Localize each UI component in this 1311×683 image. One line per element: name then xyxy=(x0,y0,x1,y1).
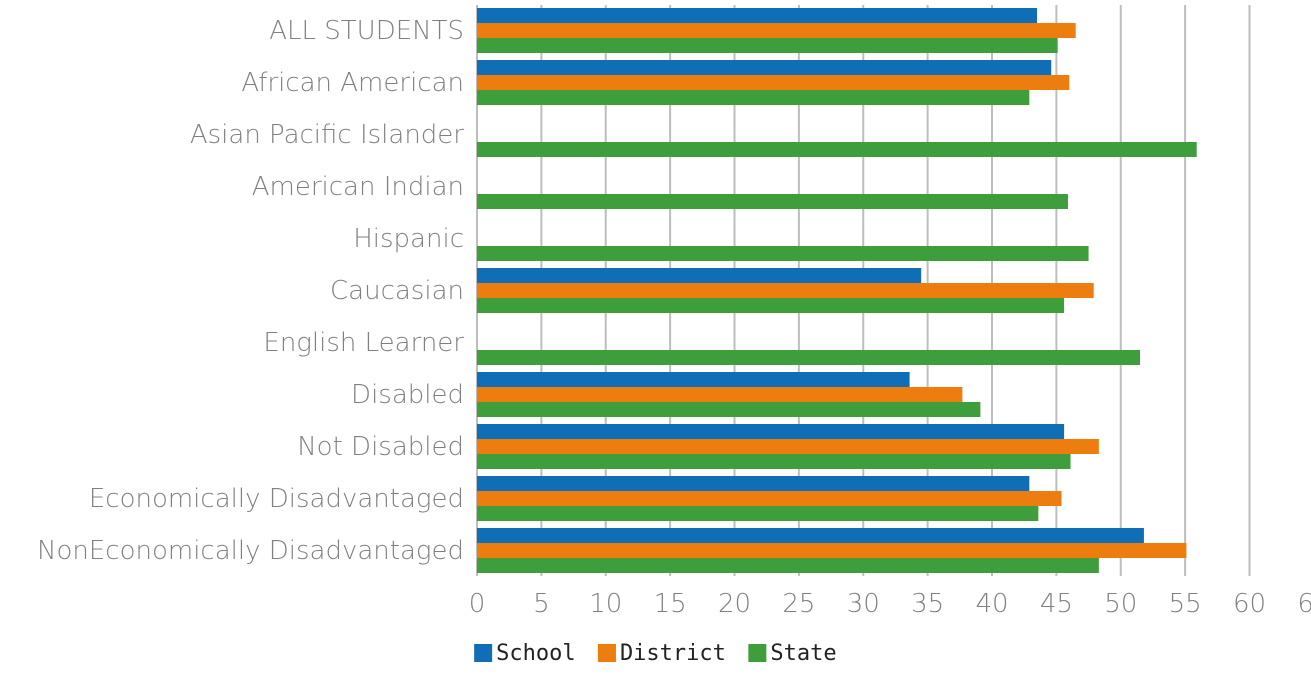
category-label-disabled: Disabled xyxy=(351,380,464,410)
bar-school-not-disabled xyxy=(477,424,1065,439)
x-tick-label-10: 10 xyxy=(589,589,622,619)
x-tick-label-55: 55 xyxy=(1169,589,1202,619)
legend: School District State xyxy=(474,641,837,666)
category-label-all-students: ALL STUDENTS xyxy=(269,16,464,46)
category-label-english-learner: English Learner xyxy=(263,328,464,358)
legend-label-state: State xyxy=(770,641,836,666)
x-tick-label-25: 25 xyxy=(782,589,815,619)
x-tick-label-65: 65 xyxy=(1297,589,1311,619)
bar-state-economically-disadvantaged xyxy=(477,506,1039,521)
x-axis-tick-labels: 051015202530354045505560657075 xyxy=(469,589,1311,619)
x-tick-label-60: 60 xyxy=(1233,589,1266,619)
bar-district-african-american xyxy=(477,75,1070,90)
bar-state-all-students xyxy=(477,38,1058,53)
x-tick-label-0: 0 xyxy=(469,589,486,619)
x-tick-label-35: 35 xyxy=(911,589,944,619)
x-tick-label-5: 5 xyxy=(533,589,550,619)
category-label-american-indian: American Indian xyxy=(252,172,464,202)
bar-state-not-disabled xyxy=(477,454,1071,469)
bar-district-not-disabled xyxy=(477,439,1099,454)
legend-swatch-school xyxy=(474,644,493,662)
category-label-noneconomically-disadvantaged: NonEconomically Disadvantaged xyxy=(37,536,464,566)
bar-school-disabled xyxy=(477,372,910,387)
category-label-asian-pacific-islander: Asian Pacific Islander xyxy=(190,120,464,150)
bar-district-economically-disadvantaged xyxy=(477,491,1062,506)
legend-label-school: School xyxy=(496,641,575,666)
bar-state-african-american xyxy=(477,90,1030,105)
bar-state-hispanic xyxy=(477,246,1089,261)
bar-school-caucasian xyxy=(477,268,922,283)
category-labels: ALL STUDENTS African American Asian Pacifi… xyxy=(37,16,464,566)
bar-school-all-students xyxy=(477,8,1038,23)
bar-district-disabled xyxy=(477,387,963,402)
bars xyxy=(477,8,1197,573)
bar-state-american-indian xyxy=(477,194,1068,209)
bar-state-asian-pacific-islander xyxy=(477,142,1197,157)
bar-school-economically-disadvantaged xyxy=(477,476,1030,491)
category-label-caucasian: Caucasian xyxy=(330,276,464,306)
bar-state-noneconomically-disadvantaged xyxy=(477,558,1099,573)
bar-district-caucasian xyxy=(477,283,1094,298)
legend-swatch-district xyxy=(597,644,616,662)
x-tick-label-45: 45 xyxy=(1040,589,1073,619)
bar-state-english-learner xyxy=(477,350,1141,365)
x-tick-label-50: 50 xyxy=(1104,589,1137,619)
legend-label-district: District xyxy=(620,641,726,666)
bar-district-all-students xyxy=(477,23,1076,38)
bar-state-disabled xyxy=(477,402,981,417)
category-label-hispanic: Hispanic xyxy=(353,224,464,254)
category-label-economically-disadvantaged: Economically Disadvantaged xyxy=(89,484,464,514)
bar-district-noneconomically-disadvantaged xyxy=(477,543,1187,558)
bar-state-caucasian xyxy=(477,298,1065,313)
bar-school-african-american xyxy=(477,60,1052,75)
x-tick-label-30: 30 xyxy=(847,589,880,619)
x-tick-label-20: 20 xyxy=(718,589,751,619)
bar-school-noneconomically-disadvantaged xyxy=(477,528,1144,543)
category-label-not-disabled: Not Disabled xyxy=(297,432,464,462)
x-tick-label-15: 15 xyxy=(654,589,687,619)
legend-swatch-state xyxy=(748,644,767,662)
x-tick-label-40: 40 xyxy=(975,589,1008,619)
category-label-african-american: African American xyxy=(241,68,464,98)
